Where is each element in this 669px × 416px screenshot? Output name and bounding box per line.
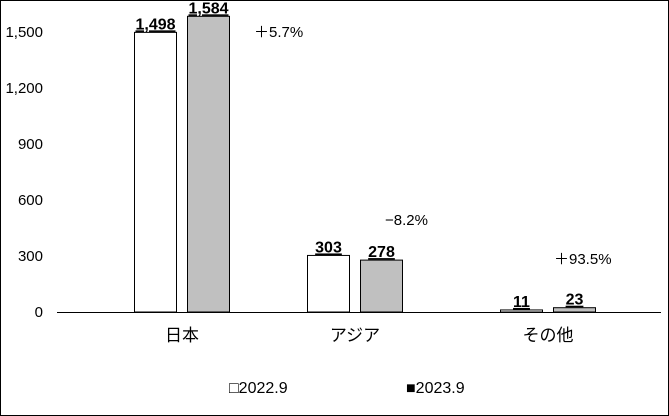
data-label: 303: [315, 239, 342, 256]
y-tick-label: 600: [18, 192, 43, 209]
data-label: 23: [566, 292, 584, 309]
data-label: 1,584: [188, 1, 228, 17]
data-label: 1,498: [135, 16, 175, 33]
x-tick-label: 日本: [165, 326, 199, 345]
y-tick-label: 0: [35, 304, 43, 321]
bar-2022.9-日本: [134, 31, 177, 313]
data-label: 278: [368, 244, 395, 261]
bar-2023.9-日本: [187, 15, 230, 313]
y-tick-label: 900: [18, 136, 43, 153]
y-tick-label: 1,500: [5, 24, 43, 41]
y-tick-label: 1,200: [5, 80, 43, 97]
data-label: 11: [513, 294, 530, 311]
bar-2022.9-アジア: [307, 254, 350, 313]
y-tick-label: 300: [18, 248, 43, 265]
change-annotation: −8.2%: [385, 212, 428, 229]
legend-entry-2023.9: ■2023.9: [406, 380, 465, 397]
change-annotation: ＋5.7%: [254, 24, 303, 41]
x-tick-label: その他: [523, 326, 574, 345]
bar-2023.9-アジア: [360, 259, 403, 313]
legend-entry-2022.9: □2022.9: [229, 380, 288, 397]
x-tick-label: アジア: [330, 326, 380, 345]
change-annotation: ＋93.5%: [554, 251, 612, 268]
